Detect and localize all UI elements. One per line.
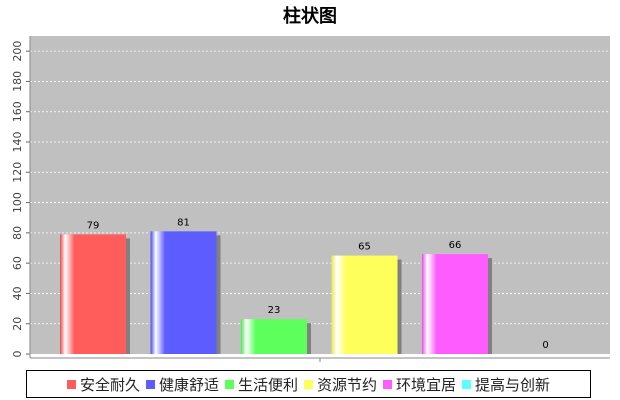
y-tick-label: 120 xyxy=(11,162,24,183)
legend-label: 资源节约 xyxy=(317,375,378,394)
legend-item: 提高与创新 xyxy=(462,374,550,395)
y-tick-label: 180 xyxy=(11,71,24,92)
y-tick-label: 200 xyxy=(11,41,24,62)
legend-label: 环境宜居 xyxy=(396,375,457,394)
y-tick-label: 160 xyxy=(11,101,24,122)
bar xyxy=(241,319,307,354)
bar xyxy=(331,255,398,354)
legend: 安全耐久 健康舒适 生活便利 资源节约 环境宜居 提高与创新 xyxy=(26,370,591,398)
data-label: 81 xyxy=(177,217,190,228)
data-label: 0 xyxy=(542,340,548,351)
legend-swatch xyxy=(383,379,393,389)
data-label: 65 xyxy=(358,242,371,253)
legend-label: 健康舒适 xyxy=(158,375,219,394)
legend-swatch xyxy=(224,379,234,389)
data-label: 66 xyxy=(449,240,462,251)
legend-item: 环境宜居 xyxy=(383,374,456,395)
y-tick-label: 60 xyxy=(11,256,24,270)
legend-item: 生活便利 xyxy=(224,374,298,395)
y-tick-label: 100 xyxy=(11,192,24,213)
y-tick-label: 20 xyxy=(11,317,24,331)
legend-label: 安全耐久 xyxy=(79,375,140,394)
legend-swatch xyxy=(462,379,472,389)
bar xyxy=(60,234,126,354)
y-tick-label: 140 xyxy=(11,132,24,153)
data-label: 23 xyxy=(268,305,281,316)
legend-item: 资源节约 xyxy=(304,374,377,395)
legend-swatch xyxy=(304,379,313,389)
y-tick-label: 0 xyxy=(11,351,24,358)
data-label: 79 xyxy=(87,220,100,231)
legend-swatch xyxy=(145,379,155,389)
legend-label: 生活便利 xyxy=(237,375,298,394)
y-tick-label: 80 xyxy=(11,226,24,240)
legend-swatch xyxy=(66,379,76,389)
legend-item: 安全耐久 xyxy=(66,374,140,395)
chart-title: 柱状图 xyxy=(283,6,337,27)
bar xyxy=(150,231,217,354)
bar xyxy=(422,254,488,354)
legend-label: 提高与创新 xyxy=(475,375,551,394)
legend-item: 健康舒适 xyxy=(145,374,219,395)
y-tick-label: 40 xyxy=(11,286,24,300)
